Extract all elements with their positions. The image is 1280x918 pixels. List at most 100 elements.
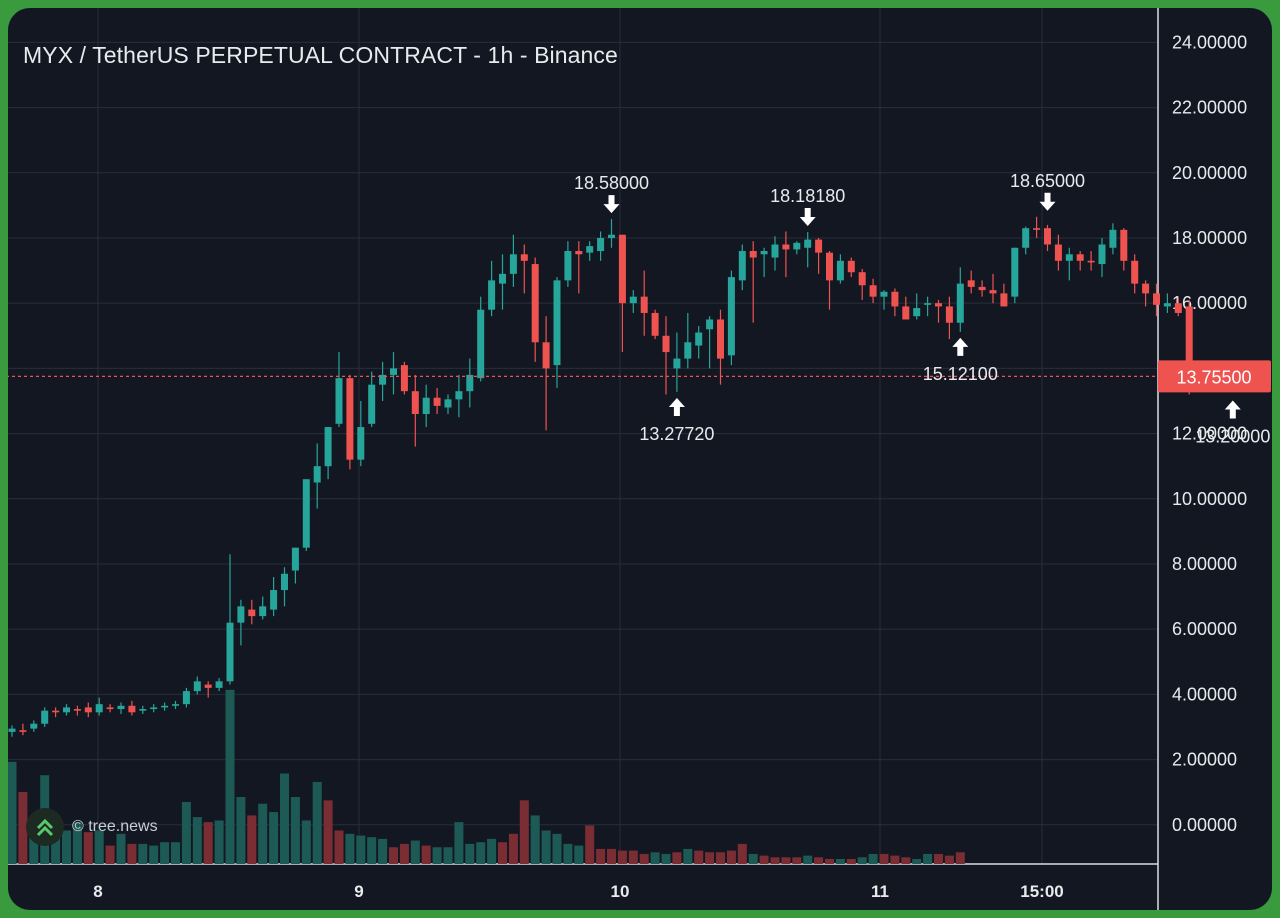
candle-body[interactable] — [662, 335, 670, 353]
candlestick-chart[interactable]: 24.00000 22.00000 20.00000 18.00000 16.00000… — [8, 8, 1272, 910]
candle-body[interactable] — [324, 427, 332, 467]
candle-body[interactable] — [1000, 293, 1008, 307]
candle-body[interactable] — [542, 342, 550, 369]
candle-body[interactable] — [695, 332, 703, 346]
candle-body[interactable] — [150, 707, 158, 710]
candle-body[interactable] — [466, 374, 474, 392]
candle-body[interactable] — [1185, 306, 1193, 377]
candle-body[interactable] — [924, 303, 932, 305]
candle-body[interactable] — [520, 254, 528, 261]
candle-body[interactable] — [455, 391, 463, 400]
candle-body[interactable] — [651, 312, 659, 336]
candle-body[interactable] — [1120, 229, 1128, 261]
candle-body[interactable] — [411, 391, 419, 415]
candle-body[interactable] — [945, 306, 953, 323]
candle-body[interactable] — [1044, 228, 1051, 245]
candle-body[interactable] — [1011, 247, 1019, 297]
candle-body[interactable] — [858, 272, 866, 286]
candle-body[interactable] — [1163, 303, 1171, 307]
candle-body[interactable] — [1098, 244, 1106, 265]
candle-body[interactable] — [771, 244, 779, 258]
candle-body[interactable] — [1065, 254, 1073, 261]
candle-body[interactable] — [891, 291, 899, 307]
candle-body[interactable] — [400, 365, 408, 392]
candle-body[interactable] — [368, 384, 376, 424]
candle-body[interactable] — [706, 319, 714, 330]
candle-body[interactable] — [302, 479, 310, 548]
candle-body[interactable] — [128, 705, 136, 713]
candle-body[interactable] — [1076, 254, 1084, 261]
candle-body[interactable] — [106, 707, 114, 710]
candle-body[interactable] — [749, 251, 757, 258]
candle-body[interactable] — [793, 242, 801, 250]
candle-body[interactable] — [390, 368, 397, 375]
candle-body[interactable] — [640, 296, 648, 313]
candle-body[interactable] — [1109, 229, 1117, 248]
candle-body[interactable] — [978, 286, 986, 291]
candle-body[interactable] — [967, 280, 975, 287]
candle-body[interactable] — [553, 280, 561, 366]
candle-body[interactable] — [259, 606, 267, 617]
candle-body[interactable] — [836, 260, 844, 281]
candle-body[interactable] — [8, 728, 16, 732]
candle-body[interactable] — [1054, 244, 1062, 261]
candle-body[interactable] — [826, 252, 833, 281]
candle-body[interactable] — [422, 397, 430, 415]
candle-body[interactable] — [172, 704, 179, 706]
candle-body[interactable] — [629, 296, 637, 304]
candle-body[interactable] — [564, 251, 572, 281]
candle-body[interactable] — [880, 291, 888, 297]
candle-body[interactable] — [727, 277, 735, 356]
candle-body[interactable] — [139, 709, 147, 711]
candle-body[interactable] — [717, 319, 724, 359]
candle-body[interactable] — [19, 730, 27, 732]
candle-body[interactable] — [608, 234, 615, 238]
candle-body[interactable] — [956, 283, 964, 323]
candle-body[interactable] — [531, 264, 539, 343]
candle-body[interactable] — [575, 251, 583, 255]
candle-body[interactable] — [869, 285, 877, 297]
candle-body[interactable] — [95, 704, 103, 713]
candle-body[interactable] — [847, 260, 855, 273]
candle-body[interactable] — [433, 397, 441, 406]
candle-body[interactable] — [248, 609, 256, 617]
candle-body[interactable] — [815, 239, 823, 253]
candle-body[interactable] — [1022, 228, 1030, 248]
candle-body[interactable] — [270, 590, 278, 610]
candle-body[interactable] — [618, 234, 626, 304]
candle-body[interactable] — [182, 691, 190, 705]
candle-body[interactable] — [52, 710, 60, 713]
candle-body[interactable] — [444, 399, 452, 408]
candle-body[interactable] — [335, 378, 343, 424]
candle-body[interactable] — [1174, 303, 1182, 313]
candle-body[interactable] — [738, 251, 746, 281]
candle-body[interactable] — [41, 710, 49, 724]
candle-body[interactable] — [357, 427, 365, 460]
candle-body[interactable] — [902, 306, 910, 320]
candle-body[interactable] — [379, 374, 387, 385]
candle-body[interactable] — [30, 723, 38, 729]
candle-body[interactable] — [73, 709, 81, 711]
candle-body[interactable] — [913, 308, 921, 317]
candle-body[interactable] — [488, 280, 496, 310]
candle-body[interactable] — [586, 246, 594, 253]
candle-body[interactable] — [1153, 293, 1160, 305]
candle-body[interactable] — [597, 237, 605, 252]
candle-body[interactable] — [204, 684, 212, 688]
candle-body[interactable] — [313, 466, 321, 483]
candle-body[interactable] — [226, 622, 234, 682]
candle-body[interactable] — [1087, 260, 1095, 263]
candle-body[interactable] — [477, 309, 485, 379]
candle-body[interactable] — [161, 705, 169, 708]
candle-body[interactable] — [804, 239, 812, 248]
candle-body[interactable] — [117, 705, 125, 710]
candle-body[interactable] — [237, 606, 245, 623]
candle-body[interactable] — [1142, 283, 1150, 294]
candle-body[interactable] — [193, 681, 201, 692]
candle-body[interactable] — [782, 244, 790, 250]
candle-body[interactable] — [63, 707, 70, 713]
candle-body[interactable] — [291, 547, 299, 571]
candle-body[interactable] — [509, 254, 517, 274]
candle-body[interactable] — [935, 303, 942, 307]
candle-body[interactable] — [346, 378, 354, 460]
